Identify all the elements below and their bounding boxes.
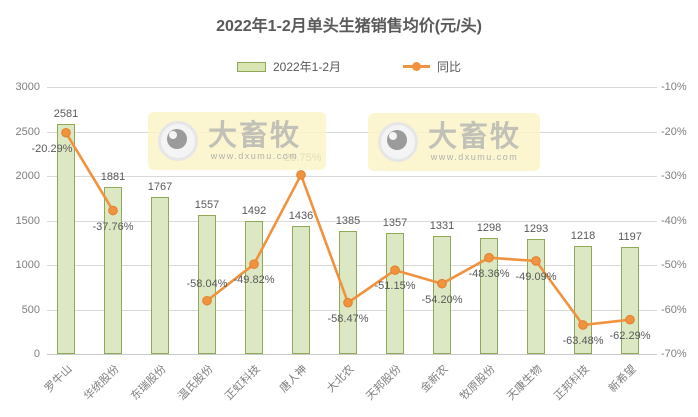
y-axis-right-tick: -20%	[661, 125, 687, 138]
bar-value-label: 1767	[147, 180, 173, 193]
bar	[151, 196, 169, 354]
y-axis-right-tick: -40%	[661, 214, 687, 227]
bar-series-swatch-icon	[236, 61, 266, 72]
bar	[480, 238, 498, 354]
x-axis-category-label: 天康生物	[505, 363, 545, 403]
legend-line-label: 同比	[437, 60, 462, 74]
watermark-url: www.dxumu.com	[210, 150, 299, 161]
y-axis-right-tick: -30%	[661, 170, 687, 182]
watermark-url: www.dxumu.com	[430, 151, 519, 162]
bar	[104, 186, 122, 354]
y-axis-left-tick: 500	[21, 303, 40, 316]
chart-title: 2022年1-2月单头生猪销售均价(元/头)	[216, 18, 482, 35]
bar	[386, 233, 404, 354]
watermark-eye-icon	[378, 122, 418, 162]
gridline	[47, 131, 657, 133]
line-percent-label: -62.29%	[609, 329, 651, 342]
legend-item-bar-series: 2022年1-2月	[236, 58, 342, 75]
watermark-eye-highlight	[389, 132, 397, 140]
watermark-eye-pupil	[167, 129, 187, 149]
trend-point-marker	[296, 170, 306, 180]
x-axis-category-label: 天邦股份	[364, 363, 404, 403]
y-axis-left-tick: 3000	[15, 81, 40, 93]
y-axis-left-tick: 2000	[15, 170, 40, 182]
line-percent-label: -48.36%	[468, 267, 510, 280]
x-axis-category-label: 东瑞股份	[129, 363, 169, 403]
watermark-brand: 大畜牧	[208, 119, 302, 152]
watermark-eye-highlight	[169, 131, 177, 139]
watermark-eye-icon	[158, 121, 198, 161]
legend-item-line-series: 同比	[403, 58, 461, 75]
y-axis-left-tick: 2500	[15, 125, 40, 138]
watermark-left: 大畜牧 www.dxumu.com	[148, 112, 326, 170]
line-swatch-dot	[412, 62, 422, 71]
x-axis-category-label: 新希望	[606, 363, 639, 395]
y-axis-left-tick: 0	[33, 348, 40, 360]
y-axis-left-tick: 1000	[15, 259, 40, 271]
bar-value-label: 2581	[53, 108, 79, 121]
line-series-swatch-icon	[403, 62, 431, 71]
x-axis-category-label: 大北农	[324, 363, 357, 395]
line-percent-label: -20.29%	[31, 142, 73, 155]
line-percent-label: -37.76%	[92, 220, 134, 233]
line-percent-label: -49.09%	[515, 270, 557, 283]
y-axis-right-tick: -10%	[661, 81, 687, 93]
watermark-brand: 大畜牧	[428, 120, 522, 153]
line-percent-label: -58.47%	[327, 312, 369, 325]
y-axis-right-tick: -60%	[661, 303, 687, 316]
bar	[339, 230, 357, 354]
legend-bar-label: 2022年1-2月	[272, 60, 342, 74]
line-percent-label: -54.20%	[421, 293, 463, 306]
watermark-eye-pupil	[387, 130, 407, 150]
x-axis-category-label: 华统股份	[82, 363, 122, 403]
bar	[527, 238, 545, 354]
gridline	[47, 354, 657, 355]
watermark-text-block: 大畜牧 www.dxumu.com	[208, 119, 302, 161]
y-axis-right-tick: -50%	[661, 259, 687, 271]
x-axis-category-label: 温氏股份	[176, 363, 216, 403]
y-axis-left-tick: 1500	[15, 214, 40, 227]
x-axis-category-label: 罗牛山	[42, 363, 75, 395]
watermark-right: 大畜牧 www.dxumu.com	[368, 113, 540, 171]
bar	[245, 221, 263, 354]
line-percent-label: -49.82%	[233, 274, 275, 287]
bar-value-label: 1197	[618, 231, 642, 244]
bar	[292, 226, 310, 354]
gridline	[47, 87, 657, 88]
x-axis-category-label: 牧原股份	[458, 363, 498, 403]
line-percent-label: -51.15%	[374, 280, 416, 293]
y-axis-right-tick: -70%	[661, 348, 687, 360]
line-percent-label: -58.04%	[186, 277, 228, 290]
x-axis-category-label: 正虹科技	[223, 363, 263, 403]
watermark-text-block: 大畜牧 www.dxumu.com	[428, 120, 522, 162]
bar	[57, 124, 75, 354]
x-axis-category-label: 金新农	[418, 363, 451, 395]
x-axis-category-label: 正邦科技	[552, 363, 592, 403]
x-axis-category-label: 唐人神	[277, 363, 310, 395]
line-percent-label: -63.48%	[562, 334, 604, 347]
legend: 2022年1-2月 同比	[0, 58, 698, 75]
